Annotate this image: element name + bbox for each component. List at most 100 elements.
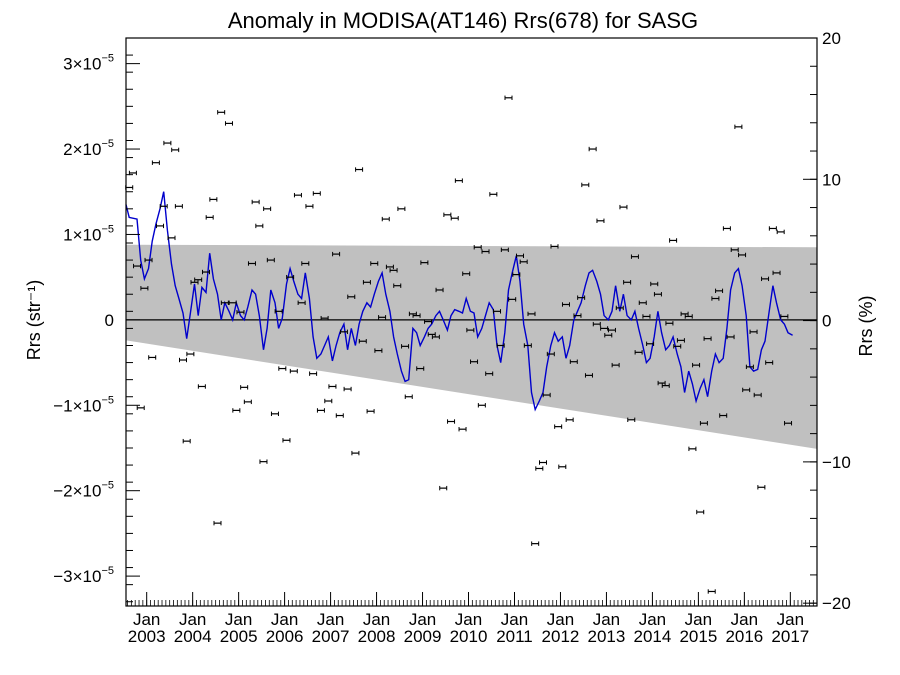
data-point [247,261,256,266]
x-tick-year: 2014 [633,627,671,646]
data-point [588,146,597,152]
y-tick-label: 0 [105,311,114,330]
data-point [531,541,540,546]
data-point [627,417,636,422]
x-tick-month: Jan [133,610,160,629]
data-point [462,271,471,276]
data-point [477,403,486,408]
x-tick-year: 2006 [266,627,304,646]
data-point [378,315,387,320]
data-point [435,287,444,293]
data-point [481,249,490,254]
x-tick-year: 2011 [496,627,533,646]
chart-title: Anomaly in MODISA(AT146) Rrs(678) for SA… [228,8,698,33]
data-point [351,450,360,456]
data-point [163,140,172,146]
data-point [630,254,639,259]
data-point [699,421,708,426]
data-point [707,589,716,594]
data-point [638,300,647,305]
data-point [232,408,241,413]
data-point [753,392,762,398]
data-point [542,392,551,398]
data-point [565,417,574,422]
data-point [266,257,275,263]
x-tick-month: Jan [639,610,666,629]
data-point [450,216,459,221]
data-point [305,204,314,209]
data-point [458,426,467,432]
data-point [577,295,586,300]
y-axis-label-left: Rrs (str⁻¹) [24,280,44,360]
data-point [374,348,383,353]
y-tick-label: −3×10−5 [53,565,114,586]
anomaly-points [125,95,793,594]
data-point [680,311,689,317]
data-point [703,336,712,341]
x-tick-month: Jan [179,610,206,629]
data-point [424,319,433,324]
data-point [289,368,298,374]
data-point [240,385,249,390]
data-point [772,270,781,276]
y-tick-label: 1×10−5 [63,223,114,244]
data-point [650,281,659,287]
data-point [742,387,751,393]
data-point [527,311,536,317]
data-point [493,309,502,314]
x-tick-month: Jan [777,610,804,629]
data-point [642,314,651,319]
plot-frame [125,37,818,607]
data-point [404,394,413,399]
x-tick-year: 2017 [771,627,809,646]
x-tick-year: 2016 [725,627,763,646]
data-point [401,344,410,349]
data-point [224,121,233,126]
data-point [596,218,605,223]
data-point [719,413,728,418]
x-tick-year: 2015 [679,627,717,646]
data-point [320,315,329,321]
data-point [412,313,421,318]
data-point [159,204,168,209]
x-tick-year: 2004 [174,627,212,646]
data-point [454,178,463,183]
data-point [332,251,341,257]
data-point [634,350,643,355]
x-tick-month: Jan [501,610,528,629]
data-point [259,459,268,464]
x-tick-year: 2013 [588,627,626,646]
data-point [508,297,517,302]
x-tick-month: Jan [317,610,344,629]
y-axis-label-right: Rrs (%) [856,296,876,357]
data-point [355,167,364,172]
data-point [715,288,724,294]
data-point [217,110,226,115]
x-tick-year: 2009 [404,627,442,646]
y-axis-right: 20 10 0 −10 −20 [803,29,851,613]
data-point [194,277,203,282]
data-point [335,413,344,418]
data-point [286,274,295,280]
data-point [144,257,153,263]
x-tick-year: 2005 [220,627,258,646]
band-area [126,244,817,449]
data-point [282,438,291,443]
data-point [171,147,180,153]
data-point [688,446,697,452]
data-point [573,313,582,318]
data-point [236,309,245,315]
y-axis-left: 3×10−5 2×10−5 1×10−5 0 −1×10−5 −2×10−5 −3×10−5 [53,53,140,603]
data-point [220,300,229,305]
data-point [133,263,142,269]
y-tick-label: −1×10−5 [53,394,114,415]
data-point [611,362,620,368]
data-point [243,399,252,405]
data-point [519,259,528,264]
data-point [190,280,199,285]
data-point [228,300,237,305]
x-axis: Jan2003Jan2004Jan2005Jan2006Jan2007Jan20… [127,592,814,646]
x-tick-month: Jan [593,610,620,629]
data-point [470,359,479,364]
